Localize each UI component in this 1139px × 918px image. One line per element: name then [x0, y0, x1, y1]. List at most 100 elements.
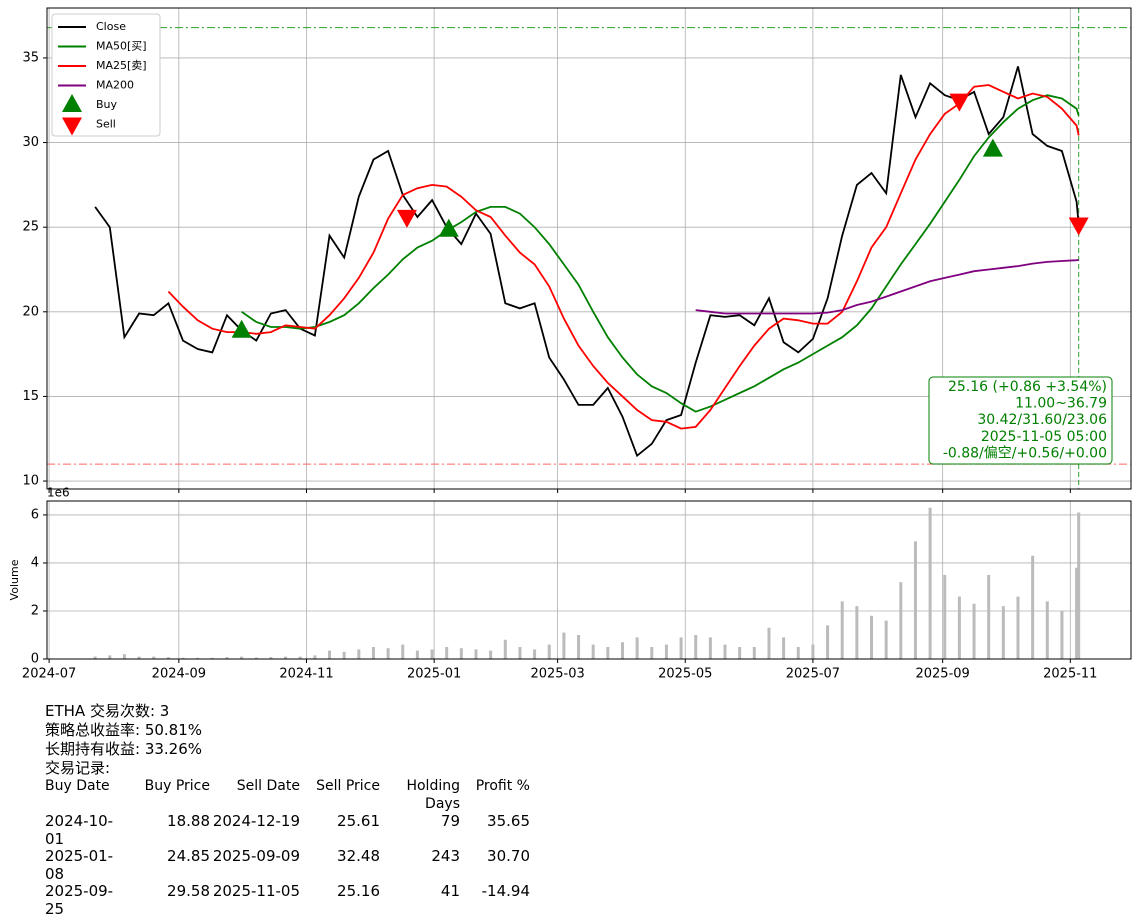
volume-bar [196, 657, 200, 659]
table-row: 2024-10-01 18.88 2024-12-19 25.61 79 35.65 [45, 812, 530, 848]
page: 10 15 20 25 30 35 Close MA50[买] MA25[卖] MA200 Buy S… [8, 7, 1132, 918]
volume-bar [1016, 596, 1020, 659]
y-tick-label: 30 [22, 135, 39, 150]
volume-bar [298, 656, 302, 659]
y-tick-label: 35 [22, 50, 39, 65]
volume-bar [401, 644, 405, 659]
volume-bar [738, 646, 742, 659]
volume-bar [972, 603, 976, 659]
volume-bar [518, 646, 522, 659]
table-cell: 243 [431, 847, 460, 865]
volume-bar [957, 596, 961, 659]
volume-bar [591, 644, 595, 659]
table-cell: 2025-09-09 [212, 847, 300, 865]
volume-bar [254, 657, 258, 659]
y-tick-label: 2 [31, 603, 39, 618]
summary-text: ETHA 交易次数: 3 [45, 702, 170, 720]
volume-bar [1077, 512, 1081, 659]
volume-bar [445, 646, 449, 659]
legend-swatch [62, 94, 82, 112]
volume-bar [723, 644, 727, 659]
table-cell: 25.61 [337, 812, 380, 830]
volume-bar [108, 655, 112, 659]
header-cell: Buy Price [144, 778, 210, 794]
table-cell: 32.48 [337, 847, 380, 865]
volume-bar [1031, 555, 1035, 659]
chart: 101520253035CloseMA50[买]MA25[卖]MA200BuyS… [8, 7, 1132, 682]
volume-bar [386, 648, 390, 659]
volume-bar [269, 657, 273, 659]
header-cell: Sell Price [316, 778, 380, 794]
table-cell: 2025-09-25 [45, 882, 114, 918]
annotation-line: 30.42/31.60/23.06 [977, 412, 1107, 428]
volume-bar [489, 650, 493, 659]
table-cell: 30.70 [487, 847, 530, 865]
header-cell: Sell Date [236, 778, 300, 794]
table-header: Buy Date Buy Price Sell Date Sell Price Hold… [45, 778, 530, 813]
volume-bar [796, 646, 800, 659]
y-tick-label: 6 [31, 507, 39, 522]
volume-bar [415, 650, 419, 659]
volume-bar [562, 632, 566, 659]
legend: Close MA50[买] MA25[卖] MA200 Buy Sell [51, 13, 161, 137]
summary: ETHA 交易次数: 3 策略总收益率: 50.81% 长期持有收益: 33.26%… [45, 702, 530, 918]
table-cell: -14.94 [481, 882, 530, 900]
volume-bar [928, 507, 932, 659]
table-cell: 25.16 [337, 882, 380, 900]
volume-bar [459, 648, 463, 659]
volume-bar [328, 650, 332, 659]
volume-bar [1001, 606, 1005, 659]
line-series [94, 66, 1080, 458]
volume-bar [870, 615, 874, 659]
volume-bar [826, 625, 830, 659]
volume-bar [606, 646, 610, 659]
axes-frame [46, 7, 1132, 490]
annotation-line: 25.16 (+0.86 +3.54%) [948, 379, 1107, 395]
volume-bar [357, 649, 361, 659]
volume-bar [840, 601, 844, 659]
axes-frame [46, 500, 1132, 660]
table-cell: 79 [440, 812, 460, 830]
volume-bar [533, 649, 537, 659]
x-tick-label: 2025-05 [658, 667, 712, 682]
signal-marker [438, 218, 459, 237]
annotation-line: -0.88/偏空/+0.56/+0.00 [943, 445, 1107, 461]
line-series [695, 259, 1079, 315]
volume-bar [547, 644, 551, 659]
summary-line: ETHA 交易次数: 3 [45, 702, 530, 721]
x-tick-label: 2025-09 [915, 667, 969, 682]
summary-text: 长期持有收益: 33.26% [45, 740, 203, 758]
line-series [241, 94, 1080, 413]
legend-label: MA50[买] [96, 40, 147, 53]
volume-bar [152, 656, 156, 659]
signal-marker [949, 93, 970, 112]
y-tick-label: 15 [22, 389, 39, 404]
table-cell: 2025-11-05 [212, 882, 300, 900]
volume-bar [474, 649, 478, 659]
header-cell: Holding Days [406, 778, 460, 812]
x-tick-label: 2024-11 [279, 667, 333, 682]
table-cell: 2025-01-08 [45, 847, 114, 883]
volume-bar [93, 656, 97, 659]
volume-bar [371, 646, 375, 659]
header-cell: Profit % [475, 778, 530, 794]
legend-label: MA200 [96, 79, 134, 92]
y-tick-label: 25 [22, 220, 39, 235]
signal-marker [396, 209, 417, 228]
table-cell: 2024-12-19 [212, 812, 300, 830]
summary-line: 策略总收益率: 50.81% [45, 721, 530, 740]
summary-text: 交易记录: [45, 759, 111, 777]
volume-bar [708, 637, 712, 659]
x-tick-label: 2025-07 [786, 667, 840, 682]
volume-bar [782, 637, 786, 659]
volume-bar [430, 649, 434, 659]
legend-label: MA25[卖] [96, 59, 147, 72]
volume-bar [620, 642, 624, 659]
volume-bar [503, 639, 507, 659]
volume-bar [913, 541, 917, 659]
x-tick-label: 2024-07 [22, 667, 76, 682]
volume-bar [342, 651, 346, 659]
legend-label: Close [96, 20, 126, 33]
volume-bar [225, 657, 229, 659]
offset-label: 1e6 [47, 486, 70, 500]
